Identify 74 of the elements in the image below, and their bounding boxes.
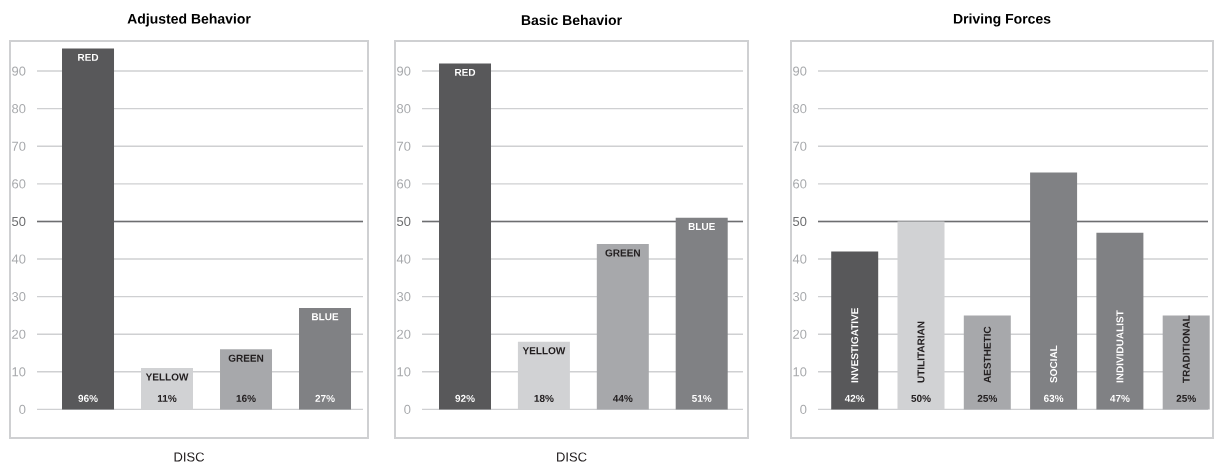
bar bbox=[596, 244, 649, 410]
y-tick-label: 80 bbox=[793, 104, 807, 114]
y-tick-label: 30 bbox=[396, 292, 411, 302]
chart-title: Driving Forces bbox=[953, 13, 1051, 27]
y-tick-label: 20 bbox=[12, 329, 26, 339]
y-tick-label: 40 bbox=[396, 254, 411, 264]
data-label: 42% bbox=[844, 394, 865, 402]
x-tick-label: RED bbox=[455, 68, 476, 76]
data-label: 47% bbox=[1110, 394, 1130, 402]
y-tick-label: 50 bbox=[397, 216, 411, 227]
y-tick-label: 0 bbox=[404, 404, 411, 415]
x-tick-label: YELLOW bbox=[522, 347, 566, 355]
x-axis-title: DISC bbox=[174, 452, 205, 462]
y-tick-label: 20 bbox=[793, 329, 807, 339]
y-tick-label: 10 bbox=[12, 367, 26, 377]
x-tick-label: GREEN bbox=[605, 249, 640, 257]
x-tick-label: YELLOW bbox=[145, 373, 189, 381]
y-tick-label: 90 bbox=[793, 66, 807, 76]
x-tick-label: BLUE bbox=[312, 313, 339, 321]
y-tick-label: 40 bbox=[11, 254, 26, 264]
data-label: 18% bbox=[534, 394, 554, 402]
bar bbox=[62, 48, 115, 410]
bar bbox=[1162, 315, 1210, 410]
x-tick-label: BLUE bbox=[688, 223, 715, 231]
bar bbox=[439, 63, 492, 410]
y-tick-label: 90 bbox=[12, 66, 26, 76]
chart-title: Basic Behavior bbox=[521, 14, 622, 26]
y-tick-label: 50 bbox=[793, 216, 807, 227]
y-tick-label: 10 bbox=[793, 367, 807, 377]
data-label: 96% bbox=[78, 394, 98, 402]
x-tick-label: RED bbox=[78, 53, 99, 61]
data-label: 92% bbox=[455, 394, 475, 402]
x-axis-title: DISC bbox=[557, 452, 587, 462]
y-tick-label: 60 bbox=[397, 179, 411, 189]
data-label: 16% bbox=[236, 394, 256, 402]
y-tick-label: 70 bbox=[793, 141, 807, 151]
y-tick-label: 70 bbox=[397, 141, 411, 151]
y-tick-label: 30 bbox=[11, 292, 26, 302]
bar bbox=[1030, 172, 1078, 410]
bar bbox=[831, 251, 879, 410]
data-label: 63% bbox=[1043, 394, 1064, 402]
bar bbox=[1096, 232, 1144, 410]
data-label: 25% bbox=[1176, 394, 1196, 402]
y-tick-label: 70 bbox=[12, 141, 26, 151]
x-tick-label: INDIVIDUALIST bbox=[1116, 310, 1124, 383]
bar bbox=[963, 315, 1011, 410]
y-tick-label: 60 bbox=[793, 179, 807, 189]
data-label: 27% bbox=[315, 394, 335, 402]
y-tick-label: 50 bbox=[12, 216, 26, 227]
x-tick-label: AESTHETIC bbox=[983, 326, 991, 383]
y-tick-label: 90 bbox=[397, 66, 411, 76]
y-tick-label: 0 bbox=[800, 404, 807, 415]
x-tick-label: TRADITIONAL bbox=[1182, 315, 1190, 383]
chart-title: Adjusted Behavior bbox=[127, 13, 251, 27]
y-tick-label: 20 bbox=[397, 329, 411, 339]
y-tick-label: 80 bbox=[12, 104, 26, 114]
y-tick-label: 30 bbox=[792, 292, 807, 302]
data-label: 25% bbox=[977, 394, 998, 402]
data-label: 51% bbox=[692, 394, 712, 402]
data-label: 44% bbox=[612, 394, 633, 402]
x-tick-label: INVESTIGATIVE bbox=[851, 308, 859, 383]
bar bbox=[299, 307, 352, 410]
data-label: 11% bbox=[157, 394, 177, 402]
y-tick-label: 0 bbox=[19, 404, 26, 415]
y-tick-label: 60 bbox=[12, 179, 26, 189]
x-tick-label: GREEN bbox=[228, 354, 264, 362]
y-tick-label: 40 bbox=[792, 254, 807, 264]
bar bbox=[675, 217, 728, 410]
data-label: 50% bbox=[911, 394, 931, 402]
bar bbox=[220, 349, 273, 410]
y-tick-label: 80 bbox=[397, 104, 411, 114]
y-tick-label: 10 bbox=[397, 367, 411, 377]
x-tick-label: UTILITARIAN bbox=[917, 321, 925, 383]
x-tick-label: SOCIAL bbox=[1050, 345, 1058, 383]
